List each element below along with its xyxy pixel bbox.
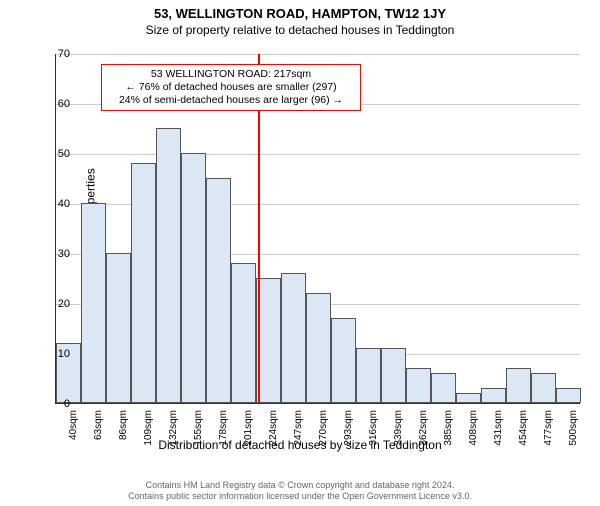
x-tick-label: 316sqm xyxy=(368,410,379,460)
histogram-bar xyxy=(206,178,231,403)
annotation-line: ← 76% of detached houses are smaller (29… xyxy=(108,81,354,94)
histogram-bar xyxy=(381,348,406,403)
histogram-bar xyxy=(456,393,481,403)
histogram-bar xyxy=(106,253,131,403)
plot-area: 53 WELLINGTON ROAD: 217sqm← 76% of detac… xyxy=(55,54,580,404)
x-tick-label: 408sqm xyxy=(468,410,479,460)
y-tick-label: 20 xyxy=(30,298,70,310)
x-axis-label: Distribution of detached houses by size … xyxy=(0,438,600,452)
histogram-bar xyxy=(331,318,356,403)
histogram-bar xyxy=(81,203,106,403)
histogram-bar xyxy=(531,373,556,403)
y-tick-label: 10 xyxy=(30,348,70,360)
histogram-bar xyxy=(406,368,431,403)
x-tick-label: 109sqm xyxy=(143,410,154,460)
histogram-bar xyxy=(431,373,456,403)
x-tick-label: 201sqm xyxy=(243,410,254,460)
x-tick-label: 339sqm xyxy=(393,410,404,460)
histogram-bar xyxy=(131,163,156,403)
y-tick-label: 60 xyxy=(30,98,70,110)
x-tick-label: 247sqm xyxy=(293,410,304,460)
y-tick-label: 30 xyxy=(30,248,70,260)
x-tick-label: 500sqm xyxy=(568,410,579,460)
y-tick-label: 0 xyxy=(30,398,70,410)
histogram-bar xyxy=(181,153,206,403)
y-tick-label: 40 xyxy=(30,198,70,210)
histogram-bar xyxy=(156,128,181,403)
x-tick-label: 477sqm xyxy=(543,410,554,460)
histogram-bar xyxy=(556,388,581,403)
x-tick-label: 86sqm xyxy=(118,410,129,460)
footer-attribution: Contains HM Land Registry data © Crown c… xyxy=(0,480,600,502)
page-title: 53, WELLINGTON ROAD, HAMPTON, TW12 1JY xyxy=(0,6,600,21)
annotation-box: 53 WELLINGTON ROAD: 217sqm← 76% of detac… xyxy=(101,64,361,111)
page-subtitle: Size of property relative to detached ho… xyxy=(0,23,600,37)
x-tick-label: 224sqm xyxy=(268,410,279,460)
x-tick-label: 270sqm xyxy=(318,410,329,460)
x-tick-label: 155sqm xyxy=(193,410,204,460)
y-tick-label: 70 xyxy=(30,48,70,60)
histogram-bar xyxy=(306,293,331,403)
x-tick-label: 132sqm xyxy=(168,410,179,460)
x-tick-label: 63sqm xyxy=(93,410,104,460)
histogram-bar xyxy=(281,273,306,403)
x-tick-label: 454sqm xyxy=(518,410,529,460)
histogram-bar xyxy=(356,348,381,403)
gridline xyxy=(56,54,580,55)
y-tick-label: 50 xyxy=(30,148,70,160)
histogram-bar xyxy=(231,263,256,403)
footer-line-1: Contains HM Land Registry data © Crown c… xyxy=(0,480,600,491)
x-tick-label: 431sqm xyxy=(493,410,504,460)
annotation-line: 53 WELLINGTON ROAD: 217sqm xyxy=(108,68,354,81)
x-tick-label: 178sqm xyxy=(218,410,229,460)
x-tick-label: 293sqm xyxy=(343,410,354,460)
footer-line-2: Contains public sector information licen… xyxy=(0,491,600,502)
histogram-bar xyxy=(506,368,531,403)
x-tick-label: 362sqm xyxy=(418,410,429,460)
x-tick-label: 385sqm xyxy=(443,410,454,460)
x-tick-label: 40sqm xyxy=(68,410,79,460)
histogram-chart: Number of detached properties 53 WELLING… xyxy=(0,46,600,456)
histogram-bar xyxy=(481,388,506,403)
annotation-line: 24% of semi-detached houses are larger (… xyxy=(108,94,354,107)
gridline xyxy=(56,154,580,155)
